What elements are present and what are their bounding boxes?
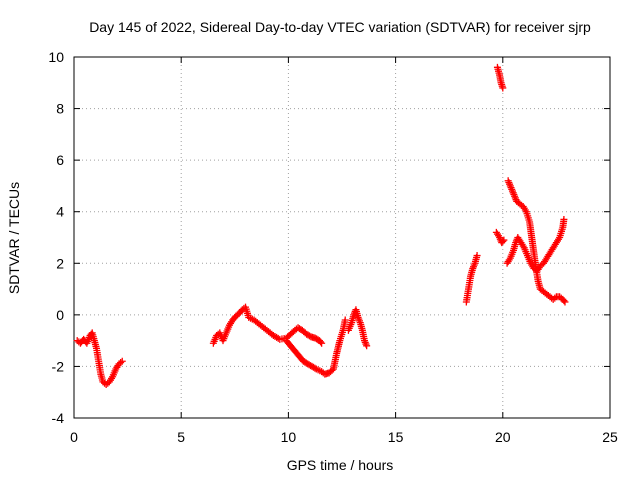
x-tick-label: 0 (70, 429, 78, 445)
plot-frame (73, 56, 611, 419)
y-tick-label: -2 (52, 358, 65, 374)
y-tick-label: 6 (56, 152, 64, 168)
axis-ticks: 0 5 10 15 20 25 -4 -2 0 2 4 6 8 10 (48, 49, 618, 445)
data-point (551, 294, 559, 302)
y-tick-label: 10 (48, 49, 64, 65)
y-tick-label: -4 (52, 410, 65, 426)
y-tick-label: 2 (56, 255, 64, 271)
x-tick-label: 5 (177, 429, 185, 445)
data-point (499, 237, 507, 245)
data-point (118, 357, 126, 365)
y-tick-label: 0 (56, 307, 64, 323)
data-point (317, 338, 325, 346)
x-tick-label: 15 (388, 429, 404, 445)
chart-title: Day 145 of 2022, Sidereal Day-to-day VTE… (89, 19, 591, 35)
data-series (73, 63, 569, 388)
data-point (473, 252, 481, 260)
data-point (117, 359, 125, 367)
data-point (560, 215, 568, 223)
data-point (361, 338, 369, 346)
y-tick-label: 8 (56, 101, 64, 117)
data-point (499, 84, 507, 92)
data-point (318, 339, 326, 347)
data-point (560, 297, 568, 305)
x-tick-label: 10 (281, 429, 297, 445)
data-point (561, 298, 569, 306)
y-axis-label: SDTVAR / TECUs (6, 182, 22, 294)
data-point (341, 316, 349, 324)
data-point (500, 236, 508, 244)
grid-lines (74, 57, 610, 418)
data-point (363, 342, 371, 350)
x-axis-label: GPS time / hours (287, 457, 394, 473)
x-tick-label: 20 (495, 429, 511, 445)
x-tick-label: 25 (602, 429, 618, 445)
y-tick-label: 4 (56, 204, 64, 220)
